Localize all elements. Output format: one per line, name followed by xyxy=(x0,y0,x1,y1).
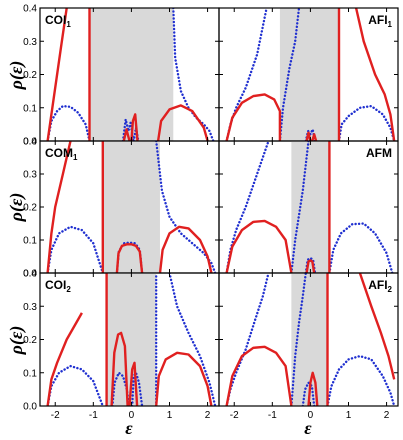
red-solid-curve xyxy=(46,141,72,273)
red-solid-curve xyxy=(156,104,209,141)
curves xyxy=(46,273,217,406)
red-solid-curve xyxy=(130,113,139,141)
x-tick-label: 0 xyxy=(308,410,314,421)
gap-region xyxy=(102,141,160,273)
y-tick-labels: 0.00.10.20.30.40.00.10.20.30.40.00.10.20… xyxy=(23,4,37,413)
red-solid-curve xyxy=(311,133,318,141)
red-solid-curve xyxy=(225,345,293,406)
y-tick-label: 0.4 xyxy=(23,137,37,148)
panel-coi1: COI1 xyxy=(39,7,220,142)
x-axis-title-right: ε xyxy=(304,418,312,438)
blue-dotted-curve xyxy=(337,104,396,141)
x-tick-label: 1 xyxy=(167,410,173,421)
blue-dotted-curve xyxy=(328,222,394,273)
gap-region xyxy=(279,8,339,141)
y-tick-label: 0.0 xyxy=(23,402,37,413)
y-axis-title-row1: ρ(ε) xyxy=(6,61,27,91)
curves xyxy=(46,141,217,273)
y-tick-label: 0.1 xyxy=(23,368,37,379)
red-solid-curve xyxy=(305,259,316,273)
gap-region xyxy=(291,141,330,273)
red-solid-curve xyxy=(122,128,131,141)
red-solid-curve xyxy=(354,8,396,141)
x-tick-label: -2 xyxy=(51,410,60,421)
blue-dotted-curve xyxy=(225,273,270,406)
panel-label: COI2 xyxy=(45,278,71,294)
panel-coi2: COI2 xyxy=(39,272,220,407)
panel-afm: AFM xyxy=(218,140,399,274)
blue-dotted-curve xyxy=(46,225,105,273)
panel-label: AFI2 xyxy=(368,278,392,294)
gap-shade xyxy=(279,8,339,141)
y-tick-label: 0.4 xyxy=(23,269,37,280)
blue-dotted-curve xyxy=(290,141,310,273)
y-tick-label: 0.1 xyxy=(23,236,37,247)
gap-shade xyxy=(291,141,330,273)
gap-shade xyxy=(102,141,160,273)
gap-shade xyxy=(89,8,174,141)
y-tick-label: 0.2 xyxy=(23,335,37,346)
red-solid-curve xyxy=(158,225,213,273)
red-solid-curve xyxy=(128,361,139,406)
red-solid-curve xyxy=(46,312,83,406)
blue-dotted-curve xyxy=(46,104,91,141)
panel-com1: COM1 xyxy=(39,140,220,274)
panel-afi1: AFI1 xyxy=(218,7,399,142)
blue-dotted-curve xyxy=(168,273,217,406)
tick-marks xyxy=(219,7,398,142)
y-tick-label: 0.4 xyxy=(23,4,37,15)
x-tick-label: 1 xyxy=(346,410,352,421)
panel-frame xyxy=(218,272,399,407)
red-solid-curve xyxy=(110,331,129,406)
y-tick-label: 0.3 xyxy=(23,37,37,48)
blue-dotted-curve xyxy=(46,364,105,406)
red-solid-curve xyxy=(358,273,396,380)
curves xyxy=(225,141,394,273)
x-tick-label: -2 xyxy=(230,410,239,421)
red-solid-curve xyxy=(115,243,144,273)
y-tick-label: 0.2 xyxy=(23,70,37,81)
panel-afi2: AFI2 xyxy=(218,272,399,407)
y-tick-label: 0.3 xyxy=(23,170,37,181)
red-solid-curve xyxy=(307,371,319,406)
blue-dotted-curve xyxy=(172,8,215,141)
blue-dotted-curve xyxy=(290,273,307,406)
red-solid-curve xyxy=(155,351,213,406)
x-tick-label: -1 xyxy=(268,410,277,421)
panel-label: COI1 xyxy=(45,13,71,29)
curves xyxy=(225,8,396,141)
blue-dotted-curve xyxy=(301,381,316,406)
blue-dotted-curve xyxy=(225,141,270,273)
red-solid-curve xyxy=(225,219,293,273)
x-tick-label: -1 xyxy=(89,410,98,421)
blue-dotted-curve xyxy=(154,141,217,273)
blue-dotted-curve xyxy=(326,354,396,406)
panel-label: AFI1 xyxy=(368,13,392,29)
x-tick-label: 0 xyxy=(129,410,135,421)
y-tick-label: 0.1 xyxy=(23,103,37,114)
y-axis-title-row3: ρ(ε) xyxy=(6,326,27,356)
curves xyxy=(225,273,396,406)
panel-label: COM1 xyxy=(45,146,78,162)
gap-region xyxy=(89,8,174,141)
x-tick-label: 2 xyxy=(205,410,211,421)
y-tick-label: 0.3 xyxy=(23,302,37,313)
blue-dotted-curve xyxy=(278,8,301,141)
y-tick-label: 0.0 xyxy=(23,269,37,280)
y-tick-label: 0.0 xyxy=(23,137,37,148)
y-axis-title-row2: ρ(ε) xyxy=(6,193,27,223)
red-solid-curve xyxy=(225,93,282,141)
curves xyxy=(46,8,215,141)
x-tick-label: 2 xyxy=(384,410,390,421)
panel-label: AFM xyxy=(366,146,392,160)
x-axis-title-left: ε xyxy=(125,418,133,438)
red-solid-curve xyxy=(305,131,312,141)
y-tick-label: 0.2 xyxy=(23,203,37,214)
x-tick-labels: -2 -1 0 1 2 -2 -1 0 1 2 xyxy=(51,410,390,421)
red-solid-curve xyxy=(46,8,68,141)
